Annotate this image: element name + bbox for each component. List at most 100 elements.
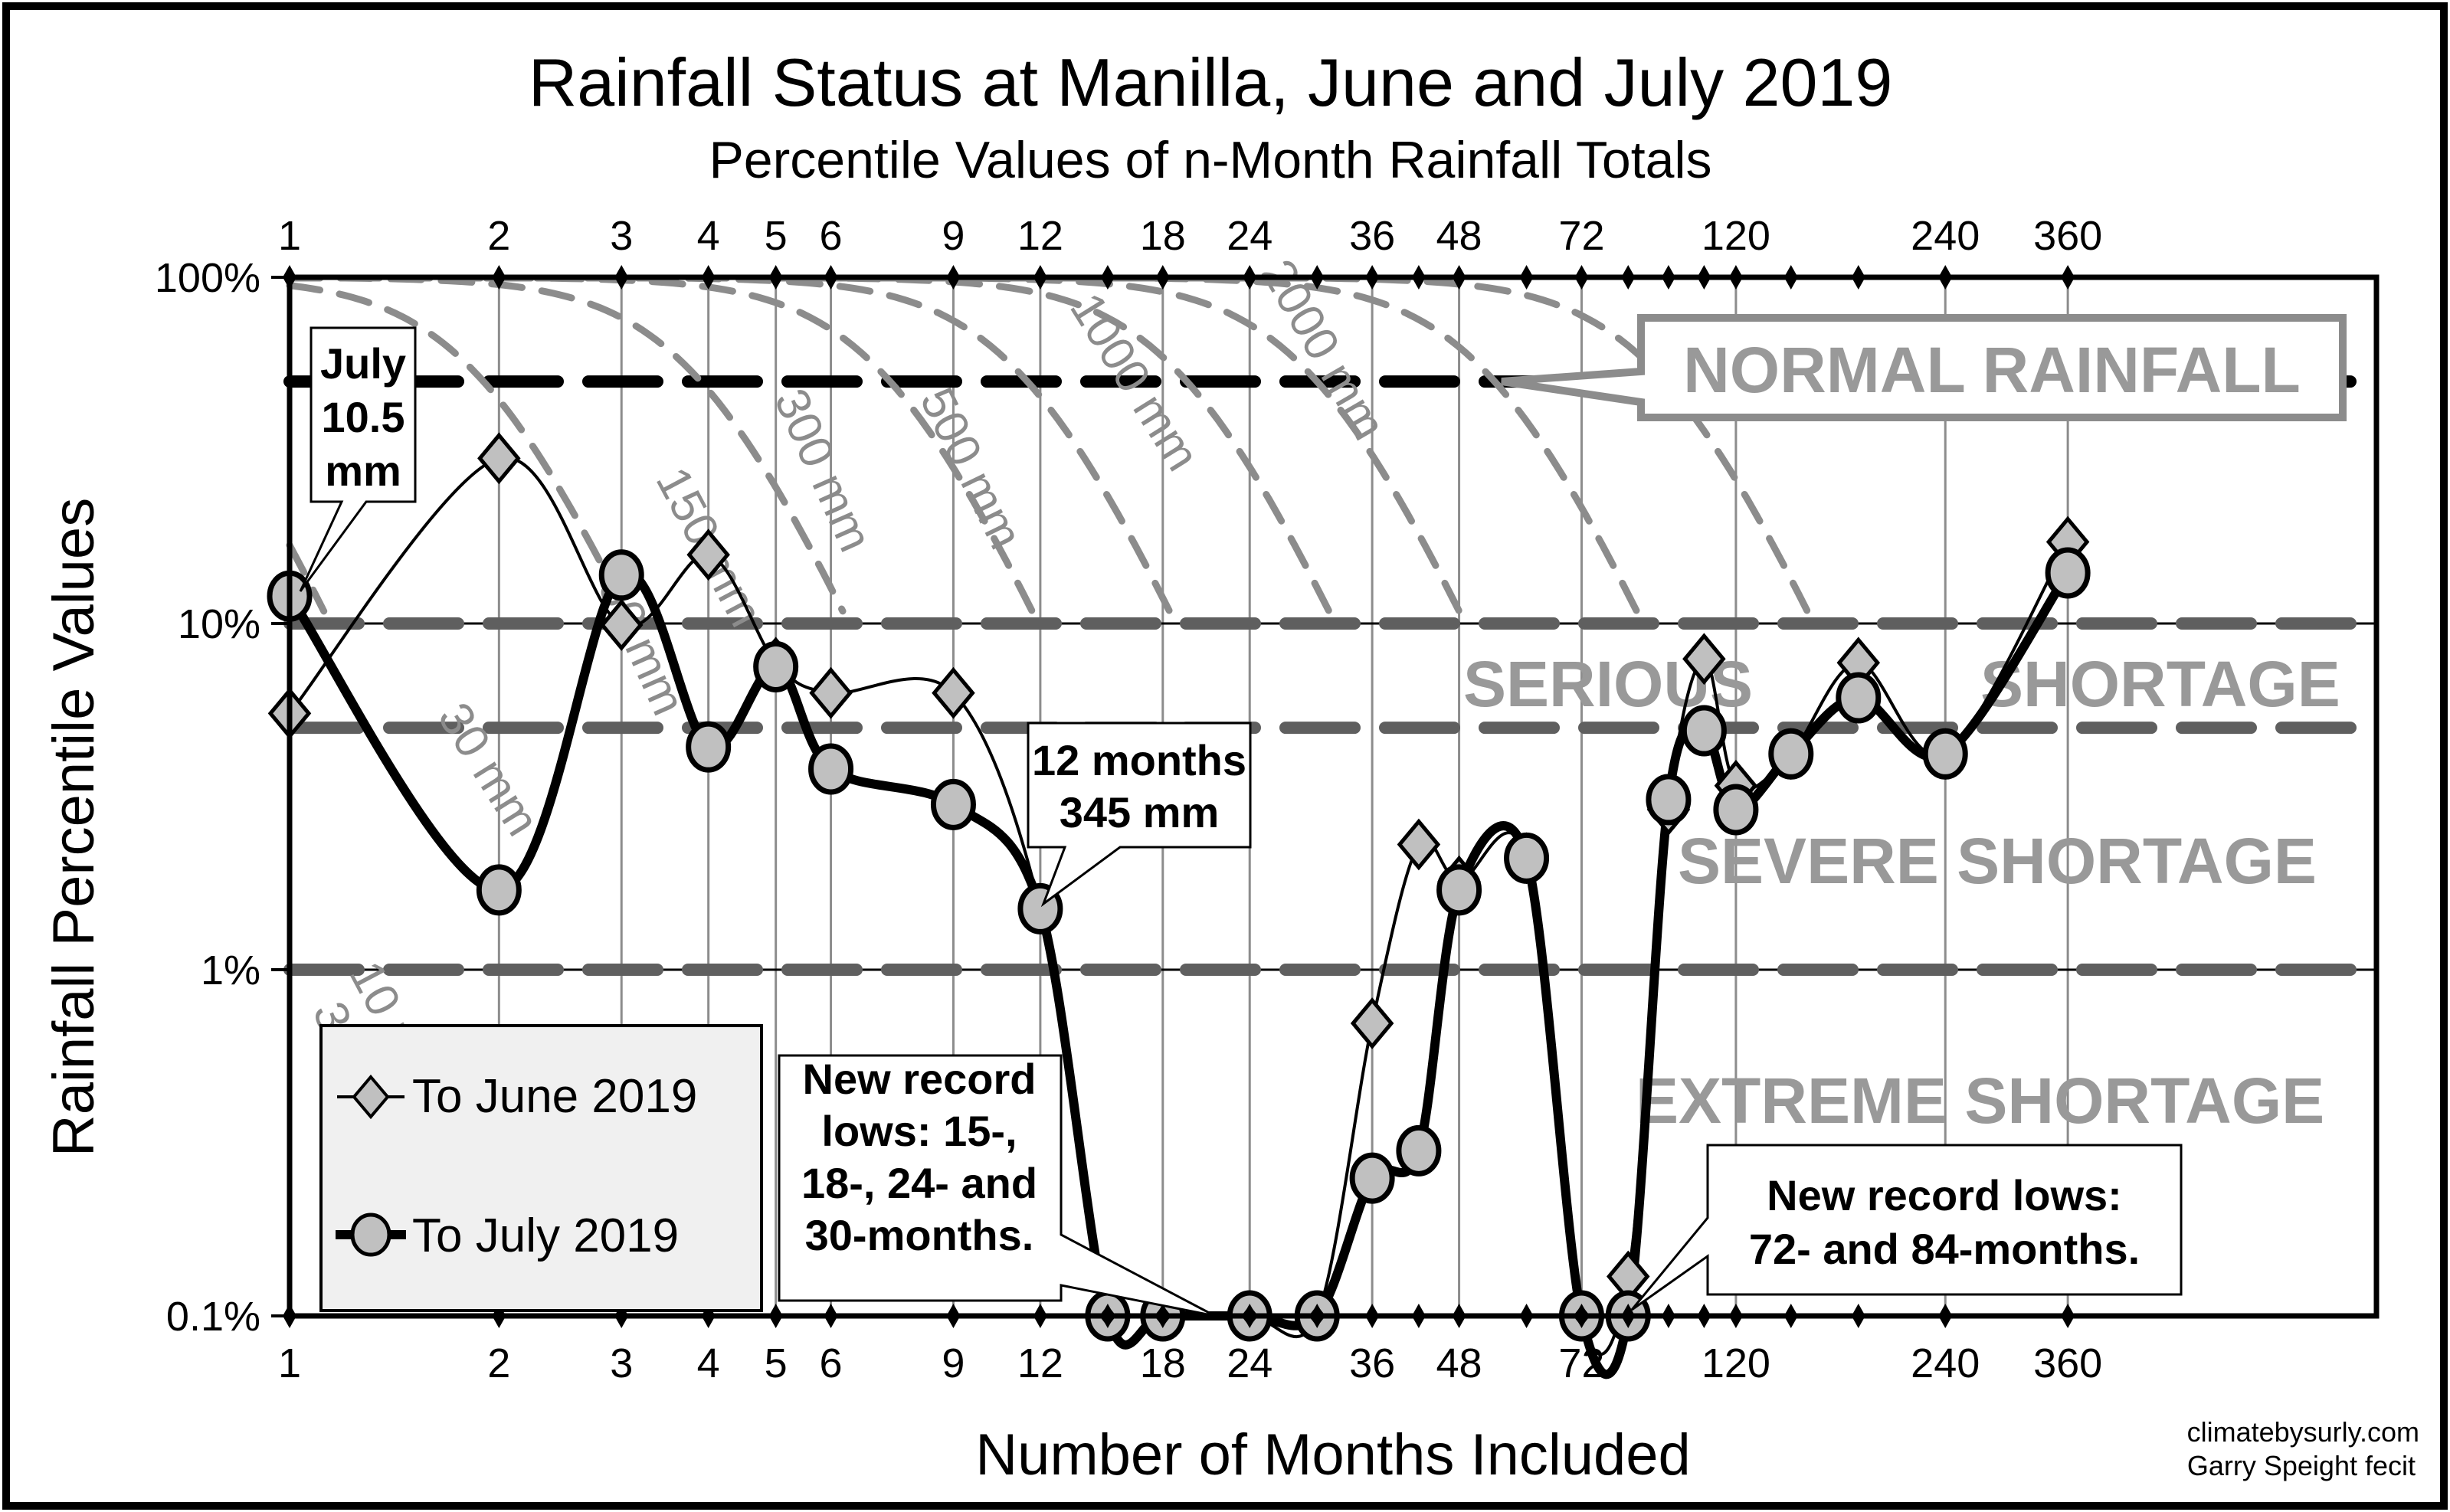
july-line-1: July (320, 339, 406, 388)
x-tick-label-top: 9 (942, 213, 965, 259)
y-axis-title: Rainfall Percentile Values (41, 498, 106, 1157)
x-axis-tick-diamond (2061, 265, 2075, 290)
x-axis-tick-diamond (1033, 1304, 1047, 1328)
x-tick-label-bottom: 120 (1702, 1340, 1770, 1386)
x-tick-label-bottom: 48 (1436, 1340, 1482, 1386)
x-tick-label-bottom: 72 (1558, 1340, 1604, 1386)
july-line-2: 10.5 (322, 393, 405, 441)
legend-item-june: To June 2019 (337, 1070, 697, 1123)
zone-extreme: EXTREME SHORTAGE (1636, 1065, 2324, 1137)
x-axis-tick-diamond (1310, 265, 1325, 290)
data-point-july (476, 864, 522, 916)
data-point-june (1350, 997, 1394, 1049)
x-axis-tick-diamond (1243, 265, 1257, 290)
rainfall-curve-30mm (286, 274, 847, 615)
chart-title: Rainfall Status at Manilla, June and Jul… (529, 44, 1893, 120)
x-axis-tick-diamond (1783, 265, 1798, 290)
x-axis-tick-diamond (946, 1304, 961, 1328)
x-tick-label-top: 3 (610, 213, 633, 259)
x-axis-tick-diamond (1574, 1304, 1589, 1328)
data-point-june (686, 529, 730, 581)
x-axis-tick-diamond (1661, 1304, 1675, 1328)
x-axis-tick-diamond (768, 1304, 783, 1328)
data-point-july (1396, 1124, 1442, 1177)
data-point-july (1681, 705, 1727, 757)
x-axis-tick-diamond (1411, 265, 1426, 290)
x-tick-label-top: 6 (820, 213, 843, 259)
x-axis-tick-diamond (1574, 265, 1589, 290)
x-tick-label-top: 72 (1558, 213, 1604, 259)
data-point-june (477, 432, 521, 485)
x-axis-tick-diamond (1697, 1304, 1711, 1328)
x-tick-label-bottom: 24 (1227, 1340, 1272, 1386)
x-axis-tick-diamond (2061, 1304, 2075, 1328)
x-axis-tick-diamond (1452, 265, 1466, 290)
reference-lines (283, 375, 2383, 976)
x-tick-label-bottom: 4 (697, 1340, 720, 1386)
data-point-june (599, 599, 644, 651)
twelve-line-1: 12 months (1032, 736, 1246, 784)
data-point-july (753, 640, 799, 692)
data-point-july (686, 721, 732, 773)
lows1-line-3: 18-, 24- and (801, 1159, 1037, 1207)
zone-severe: SEVERE SHORTAGE (1678, 825, 2317, 897)
lows2-line-2: 72- and 84-months. (1749, 1225, 2140, 1273)
x-tick-label-bottom: 18 (1140, 1340, 1186, 1386)
y-tick-label: 0.1% (166, 1294, 260, 1340)
legend-item-july: To July 2019 (336, 1209, 679, 1262)
x-axis-tick-diamond (1938, 265, 1953, 290)
x-tick-label-bottom: 9 (942, 1340, 965, 1386)
x-axis-tick-diamond (1100, 1304, 1115, 1328)
plot-frame (287, 274, 2380, 1319)
twelve-line-2: 345 mm (1060, 788, 1220, 836)
diamond-marker-icon (352, 1074, 390, 1120)
data-point-july (1646, 774, 1692, 826)
data-point-june (809, 666, 853, 719)
rainfall-curve-3mm (286, 542, 328, 615)
x-axis-tick-diamond (1938, 1304, 1953, 1328)
x-axis-tick-diamond (946, 265, 961, 290)
x-axis-tick-diamond (1310, 1304, 1325, 1328)
x-tick-label-bottom: 240 (1911, 1340, 1980, 1386)
x-axis-tick-diamond (824, 265, 838, 290)
x-axis-tick-diamond (1661, 265, 1675, 290)
x-tick-label-top: 2 (487, 213, 510, 259)
x-axis-tick-diamond (1100, 265, 1115, 290)
july-callout: July 10.5 mm (299, 326, 417, 592)
x-tick-label-bottom: 3 (610, 1340, 633, 1386)
data-point-july (2045, 547, 2091, 599)
rainfall-curve-10mm (286, 282, 629, 615)
data-point-july (1768, 728, 1814, 780)
x-axis-tick-diamond (768, 265, 783, 290)
x-axis-tick-diamond (1728, 265, 1743, 290)
x-tick-label-bottom: 1 (278, 1340, 301, 1386)
x-tick-labels-bottom: 1 2 3 4 5 6 9 12 18 24 36 48 72 120 240 360 (278, 1340, 2102, 1386)
x-axis-tick-diamond (1243, 1304, 1257, 1328)
x-axis-tick-diamond (1365, 265, 1380, 290)
x-tick-label-bottom: 5 (765, 1340, 788, 1386)
x-tick-label-top: 12 (1017, 213, 1063, 259)
x-axis-tick-diamond (1697, 265, 1711, 290)
credit-site: climatebysurly.com (2187, 1416, 2419, 1448)
record-lows-callout-2: New record lows: 72- and 84-months. (1630, 1144, 2183, 1311)
x-tick-label-top: 5 (765, 213, 788, 259)
data-point-july (1922, 728, 1968, 780)
x-tick-label-top: 24 (1227, 213, 1272, 259)
data-point-july (930, 778, 976, 830)
data-point-july (1836, 672, 1882, 724)
x-axis-tick-diamond (1452, 1304, 1466, 1328)
circle-marker-icon (350, 1213, 391, 1257)
x-tick-label-top: 4 (697, 213, 720, 259)
legend: To June 2019 To July 2019 (319, 1024, 763, 1312)
x-tick-label-bottom: 12 (1017, 1340, 1063, 1386)
credit-author: Garry Speight fecit (2187, 1450, 2416, 1481)
x-tick-label-top: 36 (1349, 213, 1395, 259)
data-point-june (1397, 818, 1441, 871)
y-tick-label: 1% (201, 947, 260, 993)
x-axis-tick-diamond (492, 265, 506, 290)
data-point-july (1436, 864, 1482, 916)
x-tick-label-top: 240 (1911, 213, 1980, 259)
data-point-july (1349, 1152, 1395, 1204)
x-tick-label-bottom: 6 (820, 1340, 843, 1386)
